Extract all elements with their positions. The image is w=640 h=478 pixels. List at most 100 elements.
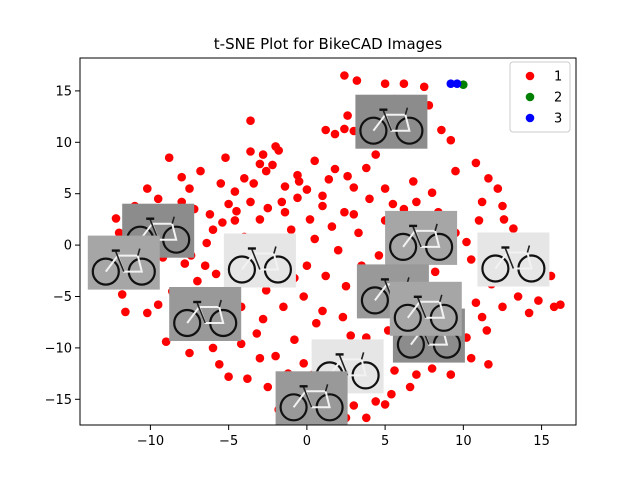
series-1-point-143 <box>221 153 230 162</box>
series-1-point-147 <box>451 166 460 176</box>
series-1-point-92 <box>299 359 309 368</box>
series-1-point-14 <box>330 129 340 139</box>
series-1-point-65 <box>498 201 507 211</box>
series-1-point-44 <box>293 193 302 203</box>
series-1-point-42 <box>263 203 273 213</box>
legend-marker-3 <box>525 113 535 123</box>
series-1-point-127 <box>258 314 268 324</box>
series-1-point-2 <box>380 79 390 88</box>
series-1-point-80 <box>466 353 476 363</box>
y-tick-label-10: 10 <box>55 136 72 151</box>
ticks-layer: −10 −5 0 5 10 15 −15 −10 −5 0 5 10 15 <box>45 84 550 449</box>
series-1-point-215 <box>224 372 233 382</box>
series-1-point-97 <box>215 360 224 369</box>
series-1-point-207 <box>271 142 280 151</box>
series-1-point-60 <box>462 237 471 247</box>
series-1-point-98 <box>185 348 194 358</box>
series-1-point-47 <box>327 222 337 231</box>
series-1-point-191 <box>466 255 476 264</box>
y-tick-label--15: −15 <box>45 393 72 408</box>
series-1-point-76 <box>477 312 487 322</box>
series-1-point-1 <box>352 76 362 85</box>
series-1-point-155 <box>310 234 320 244</box>
series-1-point-54 <box>412 197 421 207</box>
bike-thumbnail-11 <box>275 371 348 426</box>
series-1-point-100 <box>161 337 171 347</box>
series-1-point-174 <box>446 370 456 379</box>
bike-thumbnail-9 <box>389 281 462 336</box>
series-1-point-19 <box>268 160 277 170</box>
series-1-point-96 <box>243 374 252 384</box>
series-1-point-103 <box>153 300 163 310</box>
series-1-point-62 <box>477 197 487 207</box>
series-1-point-67 <box>509 224 518 233</box>
x-tick-label--5: −5 <box>219 434 238 449</box>
series-1-point-205 <box>302 185 312 194</box>
series-1-point-198 <box>312 318 321 328</box>
thumbnails-layer <box>87 94 550 426</box>
y-tick-label--5: −5 <box>53 290 72 305</box>
series-1-point-64 <box>484 174 493 183</box>
series-1-point-210 <box>180 259 190 268</box>
series-1-point-183 <box>224 199 233 209</box>
series-1-point-123 <box>338 312 348 322</box>
series-1-point-186 <box>318 191 327 201</box>
series-1-point-33 <box>143 184 152 193</box>
series-1-point-193 <box>534 296 543 305</box>
series-1-point-66 <box>499 215 509 224</box>
series-1-point-21 <box>240 174 249 183</box>
series-1-point-125 <box>299 292 309 301</box>
series-1-point-17 <box>246 147 255 156</box>
x-tick-label-0: 0 <box>303 434 311 449</box>
series-1-point-0 <box>340 71 349 80</box>
series-1-point-4 <box>419 82 429 92</box>
series-1-point-3 <box>399 79 409 88</box>
series-1-point-113 <box>341 281 351 291</box>
series-1-point-13 <box>321 125 331 135</box>
series-1-point-86 <box>387 389 396 399</box>
series-1-point-73 <box>524 308 534 318</box>
series-1-point-8 <box>343 111 352 120</box>
series-1-point-159 <box>430 267 440 277</box>
series-1-point-181 <box>208 343 218 353</box>
series-1-point-185 <box>286 225 296 234</box>
series-1-point-199 <box>346 331 356 340</box>
y-tick-label--10: −10 <box>45 341 72 356</box>
x-tick-label--10: −10 <box>137 434 164 449</box>
series-1-point-51 <box>380 184 390 193</box>
series-1-point-29 <box>164 153 174 162</box>
series-1-point-105 <box>193 276 202 286</box>
series-1-point-18 <box>258 150 268 159</box>
series-1-point-124 <box>318 306 327 316</box>
series-1-point-87 <box>371 397 381 406</box>
series-1-point-41 <box>246 197 255 207</box>
series-1-point-161 <box>471 298 481 308</box>
series-1-point-28 <box>196 166 205 176</box>
series-1-point-75 <box>498 302 507 312</box>
series-1-point-22 <box>249 179 258 188</box>
series-1-point-61 <box>474 216 484 225</box>
series-1-point-7 <box>246 116 255 125</box>
series-1-point-38 <box>205 210 215 219</box>
series-1-point-85 <box>405 382 415 392</box>
x-tick-label-15: 15 <box>533 434 550 449</box>
series-1-point-115 <box>374 251 384 260</box>
series-1-point-83 <box>427 364 437 373</box>
series-1-point-49 <box>354 228 363 238</box>
series-1-point-25 <box>324 175 334 184</box>
series-1-point-213 <box>111 214 121 223</box>
series-1-point-95 <box>255 353 265 363</box>
series-1-point-141 <box>310 156 320 166</box>
series-1-point-204 <box>277 197 287 207</box>
plot-frame <box>79 57 577 426</box>
series-1-point-150 <box>371 150 381 159</box>
series-1-point-196 <box>261 286 271 295</box>
series-1-point-138 <box>117 290 127 299</box>
series-1-point-178 <box>362 413 371 423</box>
series-1-point-39 <box>218 218 227 227</box>
series-1-point-43 <box>280 207 290 217</box>
series-1-point-172 <box>390 366 399 375</box>
legend-label-2: 2 <box>554 91 562 106</box>
bike-thumbnail-5 <box>385 210 458 265</box>
series-1-point-135 <box>114 228 124 238</box>
